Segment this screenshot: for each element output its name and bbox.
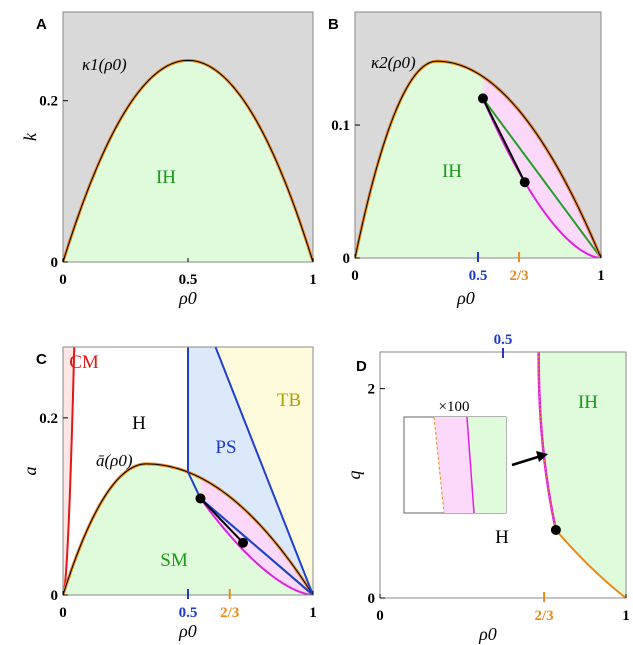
y-tick-label: 2 <box>368 382 376 398</box>
curve-label-abar: ā(ρ0) <box>96 451 133 470</box>
critical-point <box>195 493 206 504</box>
y-tick-label: 0.2 <box>39 411 58 427</box>
region-label-ih: IH <box>442 161 462 182</box>
blue-diagonal-line <box>214 347 313 595</box>
region-label-ih: IH <box>578 392 598 413</box>
y-axis-label: k <box>20 132 40 141</box>
x-tick-label: 1 <box>622 608 630 624</box>
lower-magenta-curve <box>482 98 601 258</box>
panel-a: 0 0.5 1 0 0.2 κ1(ρ0) IH ρ0 k A <box>20 11 317 308</box>
panel-d: 0 2/3 1 0 2 0.5 ×100 IH Hρ0 q D <box>344 332 630 644</box>
lower-magenta-curve <box>199 497 313 595</box>
x-axis-label: ρ0 <box>478 624 497 644</box>
green-line <box>482 97 601 258</box>
x-tick-label: 0 <box>376 608 384 624</box>
panel-letter: D <box>356 358 367 375</box>
sm-region <box>63 463 313 595</box>
x-axis-label: ρ0 <box>456 288 475 308</box>
panel-letter: B <box>328 16 339 33</box>
critical-point <box>477 93 488 104</box>
panel-letter: C <box>36 351 47 368</box>
inset-magnification-label: ×100 <box>439 399 470 415</box>
inset-pointer-arrow <box>511 454 542 467</box>
x-tick-label: 0 <box>59 605 67 621</box>
x-tick-label: 1 <box>597 268 605 284</box>
inset-green-region <box>467 417 506 513</box>
region-label-sm: SM <box>160 550 188 571</box>
y-tick-label: 0.2 <box>39 94 58 110</box>
inset-orange-line <box>433 416 445 514</box>
ih-region <box>355 61 601 258</box>
region-label-h: H <box>495 527 509 548</box>
y-tick-label: 0 <box>51 588 59 604</box>
x-tick-label: 2/3 <box>220 605 239 621</box>
x-axis-label: ρ0 <box>178 621 197 641</box>
orange-dashed-boundary <box>538 352 557 531</box>
lens-region <box>200 477 313 595</box>
region-label-cm: CM <box>69 352 99 373</box>
inset-magenta-line <box>466 416 475 514</box>
y-tick-label: 0.1 <box>331 118 350 134</box>
critical-point <box>550 524 561 535</box>
lens-region <box>482 76 601 258</box>
blue-lower-line <box>199 497 313 595</box>
inset-pointer-arrowhead <box>536 451 548 462</box>
y-axis-label: q <box>344 471 364 480</box>
x-axis-label: ρ0 <box>178 288 197 308</box>
x-tick-label: 0 <box>351 268 359 284</box>
kappa1-curve <box>62 59 314 263</box>
panel-letter: A <box>36 16 47 33</box>
curve-label-kappa2: κ2(ρ0) <box>371 53 416 72</box>
region-label-tb: TB <box>277 390 301 411</box>
plot-area <box>355 12 601 258</box>
x-tick-label: 2/3 <box>534 608 553 624</box>
y-tick-label: 0 <box>51 255 59 271</box>
tie-line <box>199 497 244 544</box>
y-tick-label: 0 <box>368 591 376 607</box>
top-tick-label: 0.5 <box>494 332 513 348</box>
panel-c: 0 0.5 2/3 1 0 0.2 ā(ρ0) CM H PS TB SM ρ0 a C <box>20 346 317 641</box>
cm-boundary <box>63 347 76 595</box>
x-tick-label: 2/3 <box>509 268 528 284</box>
y-tick-label: 0 <box>343 251 351 267</box>
curve-label-kappa1: κ1(ρ0) <box>82 55 127 74</box>
x-tick-label: 0.5 <box>469 268 488 284</box>
y-axis-label: a <box>20 467 40 476</box>
ps-region <box>188 347 313 595</box>
cm-region <box>63 347 75 595</box>
ih-region <box>538 352 626 598</box>
panel-b: 0 0.5 2/3 1 0 0.1 κ2(ρ0) IH ρ0 B <box>328 11 605 308</box>
orange-boundary <box>555 529 626 598</box>
region-label-ih: IH <box>156 167 176 188</box>
x-tick-label: 0 <box>59 272 67 288</box>
critical-point <box>519 177 530 188</box>
kappa2-curve <box>355 60 601 258</box>
critical-point <box>238 537 248 548</box>
x-tick-label: 1 <box>309 605 317 621</box>
x-tick-label: 0.5 <box>179 272 198 288</box>
inset-pink-region <box>434 417 474 513</box>
region-label-h: H <box>132 413 146 434</box>
x-tick-label: 1 <box>309 272 317 288</box>
plot-area <box>63 347 313 595</box>
region-label-ps: PS <box>215 437 236 458</box>
tie-line <box>482 97 526 183</box>
x-tick-label: 0.5 <box>179 605 198 621</box>
